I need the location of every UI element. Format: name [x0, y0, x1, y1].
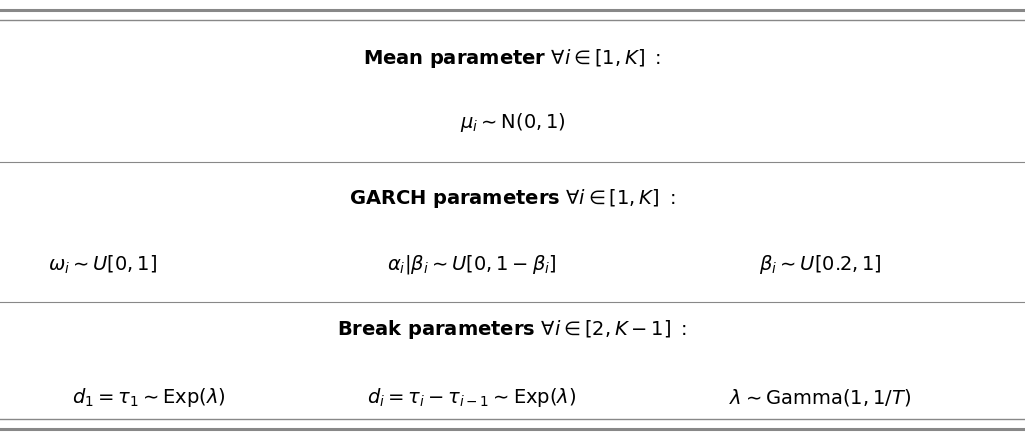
- Text: $\mathbf{GARCH\ parameters}\ \forall i \in [1,K]\ :$: $\mathbf{GARCH\ parameters}\ \forall i \…: [350, 187, 675, 210]
- Text: $\mathbf{Mean\ parameter}\ \forall i \in [1,K]\ :$: $\mathbf{Mean\ parameter}\ \forall i \in…: [364, 48, 661, 70]
- Text: $d_1 = \tau_1 \sim \mathrm{Exp}(\lambda)$: $d_1 = \tau_1 \sim \mathrm{Exp}(\lambda)…: [72, 386, 226, 409]
- Text: $\mathbf{Break\ parameters}\ \forall i \in [2,K-1]\ :$: $\mathbf{Break\ parameters}\ \forall i \…: [337, 319, 688, 341]
- Text: $d_i = \tau_i - \tau_{i-1} \sim \mathrm{Exp}(\lambda)$: $d_i = \tau_i - \tau_{i-1} \sim \mathrm{…: [367, 386, 576, 409]
- Text: $\mu_i \sim \mathrm{N}(0,1)$: $\mu_i \sim \mathrm{N}(0,1)$: [459, 111, 566, 134]
- Text: $\alpha_i|\beta_i \sim U[0,1-\beta_i]$: $\alpha_i|\beta_i \sim U[0,1-\beta_i]$: [386, 253, 557, 276]
- Text: $\omega_i \sim U[0,1]$: $\omega_i \sim U[0,1]$: [48, 253, 157, 276]
- Text: $\beta_i \sim U[0.2,1]$: $\beta_i \sim U[0.2,1]$: [758, 253, 882, 276]
- Text: $\lambda \sim \mathrm{Gamma}(1,1/T)$: $\lambda \sim \mathrm{Gamma}(1,1/T)$: [729, 387, 911, 408]
